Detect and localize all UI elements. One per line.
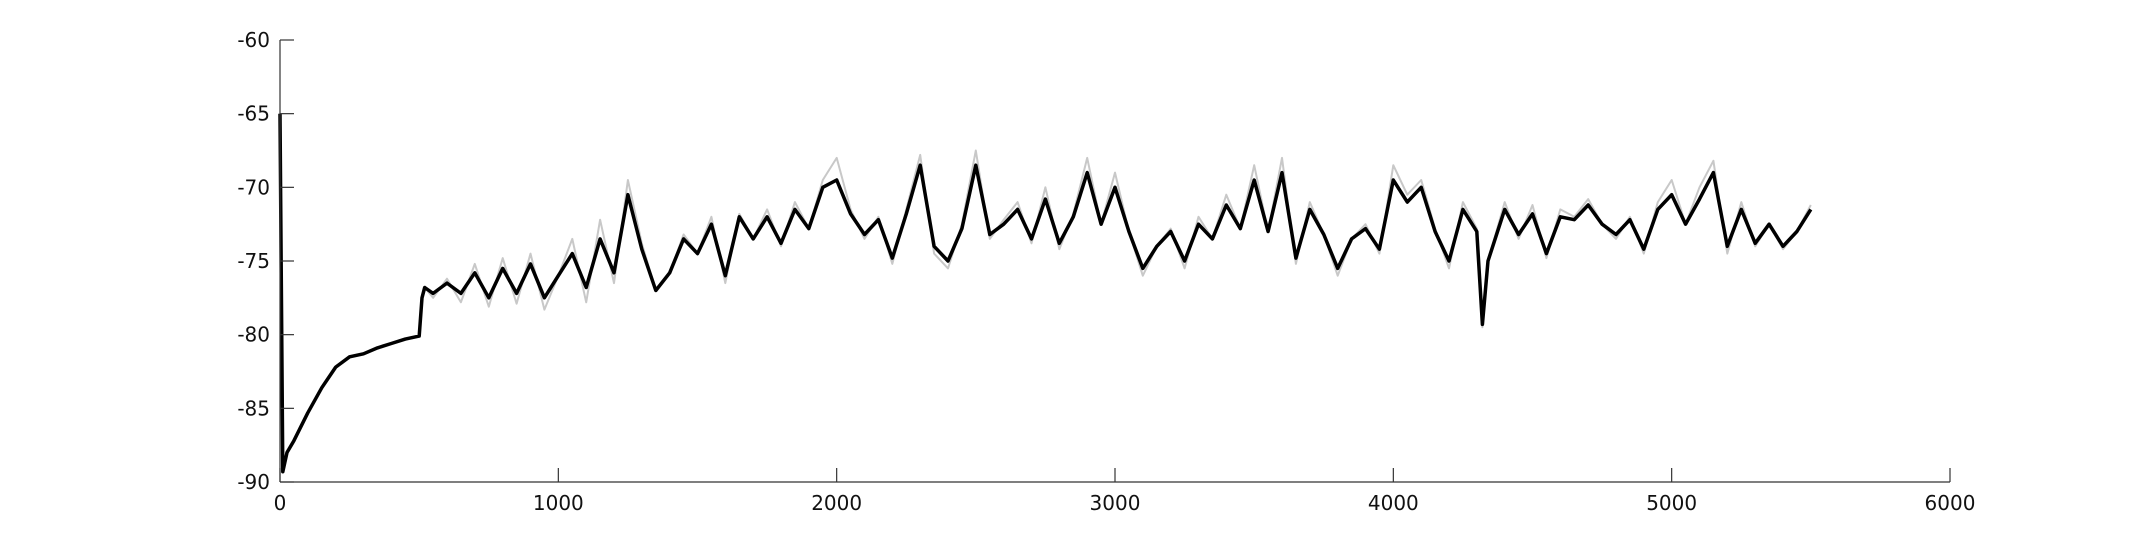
axes: 0 1000 2000 3000 4000 5000 6000 -90 -85 -80 -75 -70… xyxy=(237,28,1975,515)
series-line-smoothed xyxy=(278,113,1813,474)
series-line-raw xyxy=(279,113,1812,473)
x-tick-label: 1000 xyxy=(533,491,584,515)
x-tick-label: 5000 xyxy=(1646,491,1697,515)
x-tick-label: 3000 xyxy=(1090,491,1141,515)
y-tick-label: -85 xyxy=(237,396,270,420)
y-tick-label: -75 xyxy=(237,249,270,273)
y-tick-label: -80 xyxy=(237,323,270,347)
x-tick-label: 2000 xyxy=(811,491,862,515)
x-tick-label: 6000 xyxy=(1925,491,1976,515)
y-tick-label: -65 xyxy=(237,102,270,126)
y-tick-label: -90 xyxy=(237,470,270,494)
y-tick-label: -60 xyxy=(237,28,270,52)
y-tick-label: -70 xyxy=(237,175,270,199)
series-layer xyxy=(278,113,1813,474)
x-tick-label: 0 xyxy=(274,491,287,515)
x-tick-label: 4000 xyxy=(1368,491,1419,515)
